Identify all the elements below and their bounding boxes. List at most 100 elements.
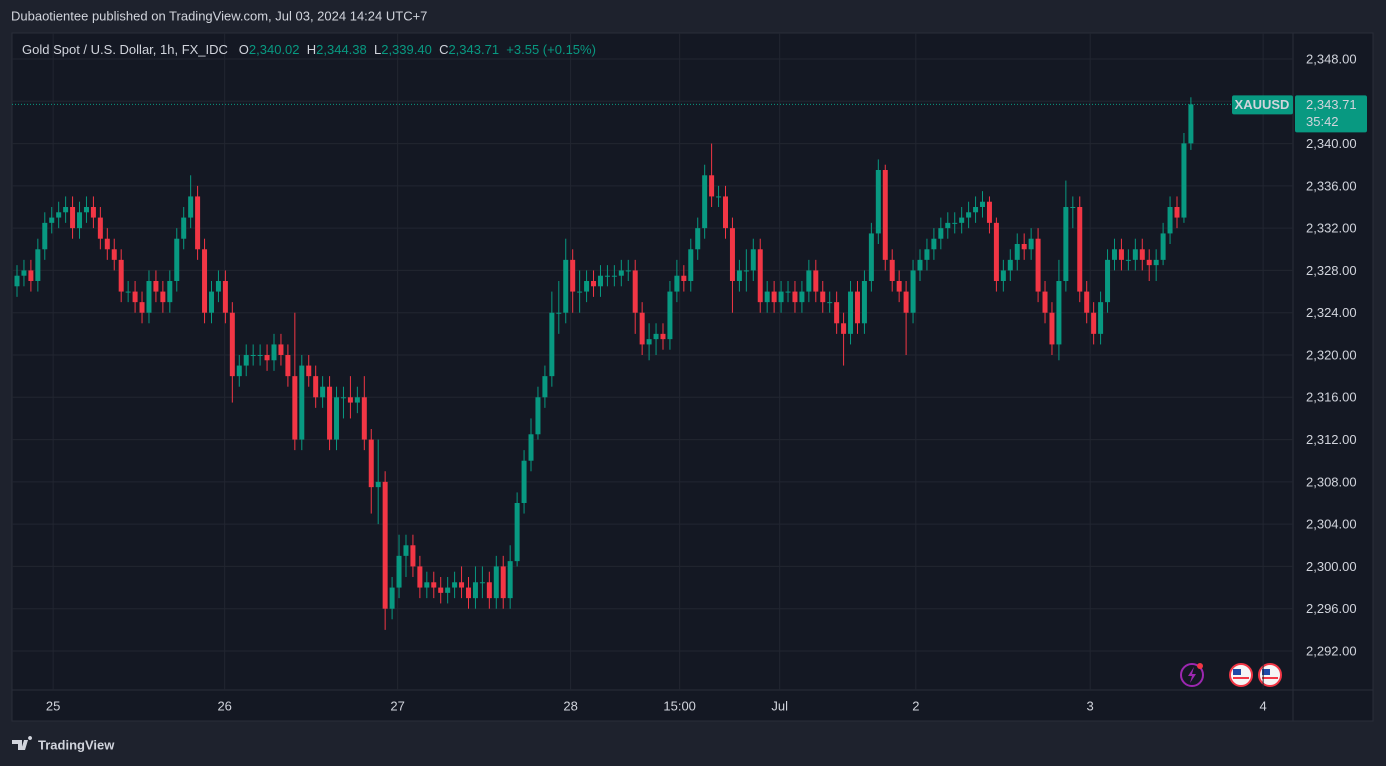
candle-body bbox=[195, 196, 201, 250]
x-tick-label: 25 bbox=[46, 698, 60, 713]
candle-body bbox=[632, 270, 638, 313]
candle-body bbox=[56, 212, 62, 218]
candle-body bbox=[820, 291, 826, 303]
candle-body bbox=[736, 270, 742, 282]
candle-body bbox=[500, 566, 506, 599]
candle-body bbox=[514, 502, 520, 562]
candle-body bbox=[778, 291, 784, 303]
candle-body bbox=[1021, 244, 1027, 250]
candle-body bbox=[42, 222, 48, 250]
candle-body bbox=[993, 222, 999, 282]
candle-body bbox=[257, 354, 263, 356]
candle-body bbox=[591, 281, 597, 287]
candle-body bbox=[167, 281, 173, 303]
y-tick-label: 2,348.00 bbox=[1306, 51, 1357, 66]
candle-body bbox=[21, 270, 27, 276]
candle-body bbox=[611, 275, 617, 277]
candle-body bbox=[438, 587, 444, 593]
candle-body bbox=[299, 365, 305, 440]
candle-body bbox=[542, 376, 548, 398]
candle-body bbox=[368, 439, 374, 488]
candle-body bbox=[1042, 291, 1048, 313]
candle-body bbox=[1056, 281, 1062, 345]
candle-body bbox=[354, 397, 360, 403]
candle-body bbox=[702, 175, 708, 229]
candle-body bbox=[813, 270, 819, 292]
candle-body bbox=[14, 275, 20, 287]
candle-body bbox=[563, 259, 569, 313]
candle-body bbox=[771, 291, 777, 303]
candle-body bbox=[327, 386, 333, 440]
y-tick-label: 2,328.00 bbox=[1306, 263, 1357, 278]
y-tick-label: 2,316.00 bbox=[1306, 390, 1357, 405]
candle-body bbox=[1160, 233, 1166, 260]
symbol-badge bbox=[1232, 95, 1293, 115]
x-tick-label: 2 bbox=[912, 698, 919, 713]
candle-body bbox=[695, 228, 701, 250]
candle-body bbox=[938, 228, 944, 239]
candle-body bbox=[1188, 104, 1194, 144]
candle-body bbox=[236, 365, 242, 377]
candle-body bbox=[486, 582, 492, 599]
readout-key: L bbox=[373, 42, 382, 57]
y-tick-label: 2,340.00 bbox=[1306, 136, 1357, 151]
candle-body bbox=[1167, 207, 1173, 234]
chart-panel bbox=[11, 32, 1374, 722]
candle-body bbox=[743, 270, 749, 272]
y-tick-label: 2,336.00 bbox=[1306, 178, 1357, 193]
candle-body bbox=[1174, 207, 1180, 218]
candles bbox=[14, 97, 1194, 630]
candle-body bbox=[77, 212, 83, 229]
candle-body bbox=[63, 207, 69, 213]
candle-body bbox=[1070, 207, 1076, 209]
candle-body bbox=[924, 249, 930, 260]
candle-body bbox=[966, 212, 972, 218]
readout-key: H bbox=[306, 42, 317, 57]
ohlc-values: O2,340.02 H2,344.38 L2,339.40 C2,343.71 … bbox=[232, 42, 596, 57]
candle-body bbox=[271, 344, 277, 361]
y-tick-label: 2,332.00 bbox=[1306, 221, 1357, 236]
candle-body bbox=[1077, 207, 1083, 292]
readout-value: 2,339.40 bbox=[381, 42, 432, 57]
y-tick-label: 2,308.00 bbox=[1306, 474, 1357, 489]
candle-body bbox=[472, 582, 478, 599]
candle-body bbox=[1007, 259, 1013, 271]
candle-body bbox=[584, 281, 590, 292]
event-icons bbox=[1180, 663, 1282, 687]
candle-body bbox=[806, 270, 812, 292]
candle-body bbox=[597, 275, 603, 287]
candle-body bbox=[507, 561, 513, 599]
candle-body bbox=[160, 291, 166, 303]
candle-body bbox=[361, 397, 367, 440]
candle-body bbox=[1139, 249, 1145, 260]
candle-body bbox=[1014, 244, 1020, 260]
candle-body bbox=[889, 259, 895, 282]
candle-body bbox=[535, 397, 541, 435]
candle-body bbox=[389, 587, 395, 609]
candle-body bbox=[945, 222, 951, 229]
y-tick-label: 2,292.00 bbox=[1306, 643, 1357, 658]
candle-body bbox=[479, 582, 485, 584]
candle-body bbox=[292, 376, 298, 440]
candle-body bbox=[445, 587, 451, 593]
publisher: Dubaotientee published on TradingView.co… bbox=[11, 8, 427, 23]
candle-body bbox=[653, 333, 659, 340]
candle-body bbox=[980, 201, 986, 208]
candle-body bbox=[215, 281, 221, 292]
candle-body bbox=[396, 555, 402, 588]
candle-body bbox=[125, 291, 131, 293]
candle-body bbox=[799, 291, 805, 303]
candle-body bbox=[896, 281, 902, 292]
candle-body bbox=[681, 275, 687, 282]
candle-body bbox=[118, 259, 124, 292]
candle-body bbox=[1118, 249, 1124, 260]
candle-body bbox=[459, 582, 465, 588]
candle-body bbox=[431, 582, 437, 588]
candle-body bbox=[952, 222, 958, 224]
candle-body bbox=[577, 291, 583, 293]
candle-body bbox=[729, 228, 735, 282]
candle-body bbox=[757, 249, 763, 303]
candle-body bbox=[285, 354, 291, 377]
candle-body bbox=[306, 365, 312, 377]
